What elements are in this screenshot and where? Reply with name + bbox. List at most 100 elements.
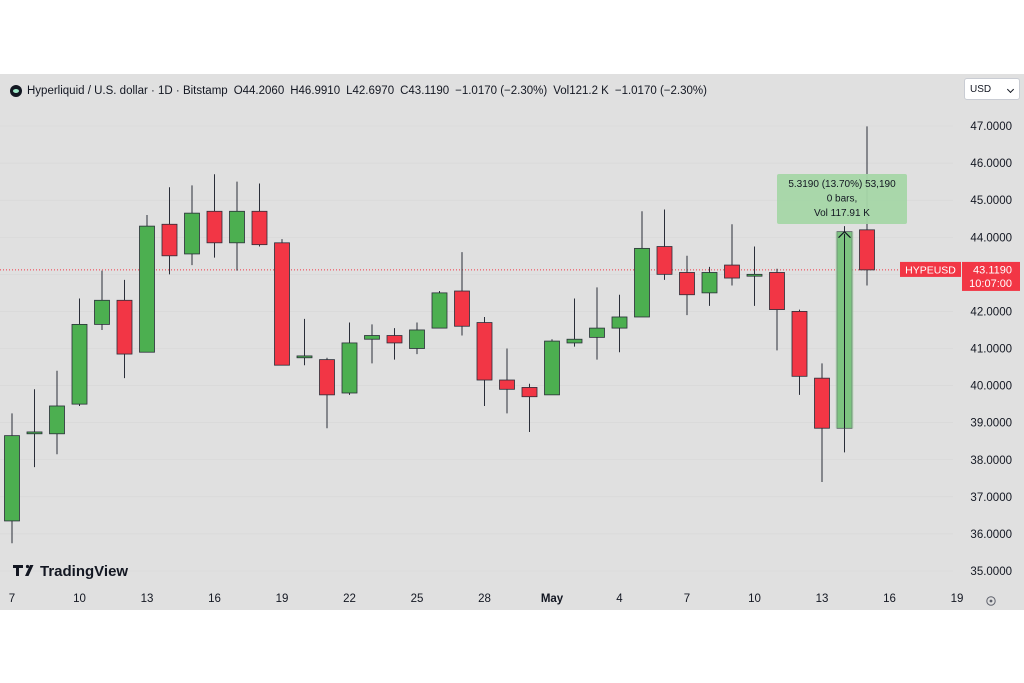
vol-change-value: −1.0170 (−2.30%) xyxy=(614,85,707,97)
candle[interactable] xyxy=(566,298,583,347)
y-tick-label: 42.0000 xyxy=(970,306,1012,318)
candle[interactable] xyxy=(251,183,268,247)
candle-body-down xyxy=(679,272,695,296)
candle[interactable] xyxy=(4,413,20,544)
y-tick-label: 35.0000 xyxy=(970,566,1012,578)
candle[interactable] xyxy=(409,322,425,355)
candle-body-up xyxy=(364,335,380,340)
x-tick-label: 10 xyxy=(748,593,761,605)
hyperliquid-logo-icon xyxy=(10,85,22,97)
x-tick-label: 19 xyxy=(276,593,289,605)
high-label: H xyxy=(290,85,299,97)
candle[interactable] xyxy=(454,252,470,336)
candle[interactable] xyxy=(296,318,313,366)
candle-body-down xyxy=(386,335,403,344)
candle-body-down xyxy=(499,379,515,390)
y-tick-label: 46.0000 xyxy=(970,158,1012,170)
close-label: C xyxy=(400,85,409,97)
candle[interactable] xyxy=(476,316,493,406)
candle-body-up xyxy=(71,323,88,405)
candlestick-chart[interactable]: 5.3190 (13.70%) 53,190 0 bars, Vol 117.91 … xyxy=(0,74,1024,610)
candle-body-down xyxy=(206,210,223,244)
candle[interactable] xyxy=(386,328,403,360)
symbol-tag-text: HYPEUSD xyxy=(905,264,956,276)
candle-body-up xyxy=(611,316,628,329)
candle-body-up xyxy=(566,338,583,344)
bar-countdown: 10:07:00 xyxy=(969,278,1012,290)
candle[interactable] xyxy=(634,211,650,318)
symbol-title[interactable]: Hyperliquid / U.S. dollar · 1D · Bitstam… xyxy=(27,85,228,97)
candle[interactable] xyxy=(724,224,740,286)
candle-body-up xyxy=(431,292,448,329)
candle-body-down xyxy=(476,322,493,381)
open-label: O xyxy=(233,85,243,97)
candle[interactable] xyxy=(274,239,290,366)
candle[interactable] xyxy=(49,370,65,455)
candle-body-up xyxy=(746,273,763,277)
candle[interactable] xyxy=(746,246,763,306)
candle[interactable] xyxy=(431,291,448,329)
x-tick-label: 10 xyxy=(73,593,86,605)
candle-body-down xyxy=(724,264,740,279)
x-tick-label: 19 xyxy=(951,593,964,605)
symbol-price-tag xyxy=(900,261,961,277)
y-tick-label: 44.0000 xyxy=(970,232,1012,244)
candle-body-down xyxy=(814,377,830,429)
settings-icon[interactable] xyxy=(986,596,996,606)
y-tick-label: 40.0000 xyxy=(970,381,1012,393)
candle[interactable] xyxy=(521,383,538,432)
candle[interactable] xyxy=(499,348,515,414)
candle[interactable] xyxy=(364,324,380,364)
measure-info-box xyxy=(777,174,907,224)
candle[interactable] xyxy=(341,322,358,395)
candle[interactable] xyxy=(656,209,673,280)
candle[interactable] xyxy=(589,287,605,360)
candle[interactable] xyxy=(184,185,200,266)
x-tick-label: May xyxy=(541,593,564,605)
y-tick-label: 45.0000 xyxy=(970,195,1012,207)
candle[interactable] xyxy=(116,279,133,379)
candle-body-up xyxy=(139,225,155,353)
low-value: 42.6970 xyxy=(352,85,395,97)
candle[interactable] xyxy=(544,339,560,396)
candle[interactable] xyxy=(71,298,88,406)
currency-select[interactable]: USD xyxy=(964,78,1020,100)
candle[interactable] xyxy=(229,181,245,271)
tradingview-logo-dot xyxy=(25,564,30,569)
candle[interactable] xyxy=(769,268,785,351)
candle[interactable] xyxy=(611,294,628,353)
candle[interactable] xyxy=(94,270,110,330)
candle-body-up xyxy=(589,327,605,338)
candle[interactable] xyxy=(139,215,155,353)
candle[interactable] xyxy=(319,357,335,429)
candle-body-up xyxy=(4,435,20,522)
candle[interactable] xyxy=(679,255,695,316)
candle-body-up xyxy=(544,340,560,396)
vol-value: 121.2 K xyxy=(569,85,609,97)
candle[interactable] xyxy=(791,309,808,395)
x-tick-label: 13 xyxy=(816,593,829,605)
y-tick-label: 38.0000 xyxy=(970,455,1012,467)
y-tick-label: 36.0000 xyxy=(970,529,1012,541)
x-tick-label: 13 xyxy=(141,593,154,605)
candle[interactable] xyxy=(26,389,43,468)
y-tick-label: 39.0000 xyxy=(970,418,1012,430)
candle[interactable] xyxy=(161,187,178,275)
candle-body-down xyxy=(791,311,808,377)
measure-info-line3: Vol 117.91 K xyxy=(814,208,870,219)
candle[interactable] xyxy=(701,266,718,306)
x-tick-label: 7 xyxy=(684,593,690,605)
chart-frame[interactable]: 5.3190 (13.70%) 53,190 0 bars, Vol 117.91 … xyxy=(0,74,1024,610)
candle-body-up xyxy=(409,329,425,349)
x-tick-label: 25 xyxy=(411,593,424,605)
close-value: 43.1190 xyxy=(408,85,450,97)
candle[interactable] xyxy=(814,363,830,482)
y-tick-label: 47.0000 xyxy=(970,121,1012,133)
tradingview-logo-icon xyxy=(13,565,34,576)
candle-body-down xyxy=(319,359,335,396)
candle[interactable] xyxy=(206,174,223,258)
measure-info-line2: 0 bars, xyxy=(827,194,858,205)
low-label: L xyxy=(346,85,353,97)
x-tick-label: 16 xyxy=(208,593,221,605)
x-tick-label: 16 xyxy=(883,593,896,605)
